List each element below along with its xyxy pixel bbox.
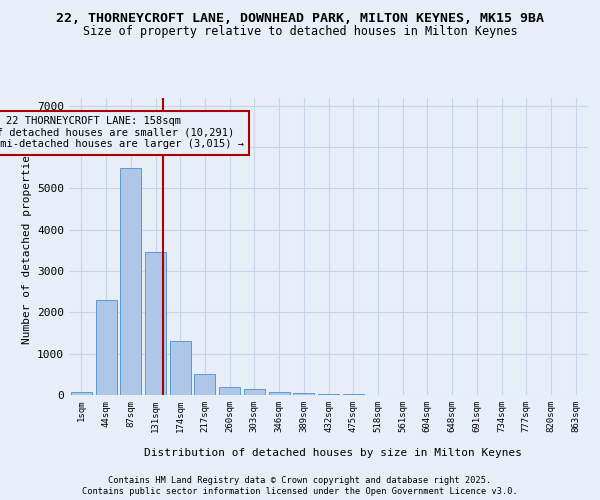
Bar [194, 374, 215, 395]
Bar [71, 392, 92, 395]
Bar [293, 394, 314, 395]
Text: Distribution of detached houses by size in Milton Keynes: Distribution of detached houses by size … [144, 448, 522, 458]
Bar [343, 394, 364, 395]
Text: 22, THORNEYCROFT LANE, DOWNHEAD PARK, MILTON KEYNES, MK15 9BA: 22, THORNEYCROFT LANE, DOWNHEAD PARK, MI… [56, 12, 544, 26]
Bar [145, 252, 166, 395]
Bar [244, 389, 265, 395]
Bar [170, 342, 191, 395]
Text: Size of property relative to detached houses in Milton Keynes: Size of property relative to detached ho… [83, 25, 517, 38]
Bar [120, 168, 141, 395]
Bar [95, 300, 116, 395]
Bar [318, 394, 339, 395]
Bar [269, 392, 290, 395]
Text: Contains public sector information licensed under the Open Government Licence v3: Contains public sector information licen… [82, 487, 518, 496]
Y-axis label: Number of detached properties: Number of detached properties [22, 148, 32, 344]
Text: Contains HM Land Registry data © Crown copyright and database right 2025.: Contains HM Land Registry data © Crown c… [109, 476, 491, 485]
Text: 22 THORNEYCROFT LANE: 158sqm
← 77% of detached houses are smaller (10,291)
23% o: 22 THORNEYCROFT LANE: 158sqm ← 77% of de… [0, 116, 244, 150]
Bar [219, 386, 240, 395]
